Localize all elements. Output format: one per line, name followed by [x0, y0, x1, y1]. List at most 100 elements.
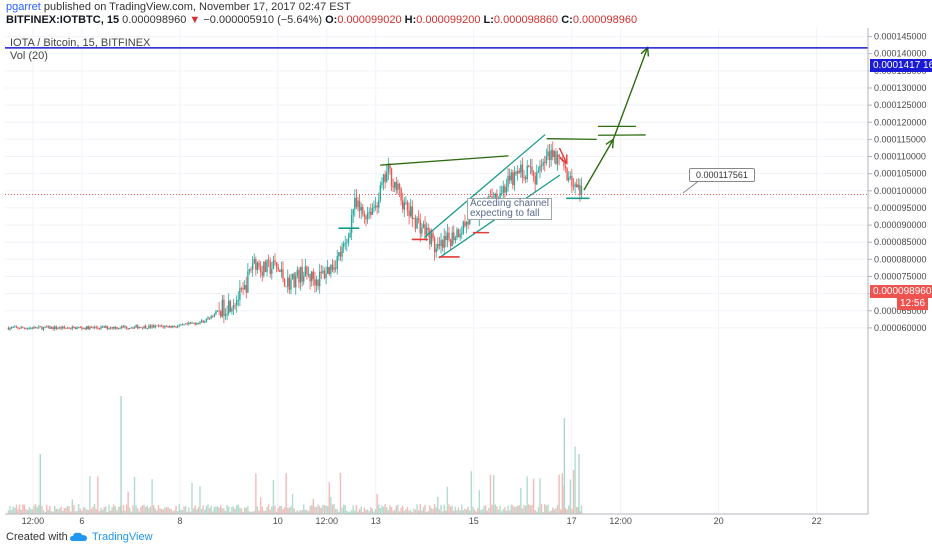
volume-bar	[140, 506, 142, 514]
volume-bar	[394, 509, 396, 514]
candle-body	[266, 260, 268, 273]
volume-bar	[242, 511, 244, 514]
candle-body	[192, 322, 195, 324]
volume-bar	[362, 511, 364, 514]
volume-bar	[325, 506, 327, 514]
candle-body	[58, 327, 61, 329]
candle-body	[299, 266, 302, 283]
volume-bar	[382, 506, 385, 514]
candle-body	[180, 324, 182, 326]
volume-bar	[472, 506, 474, 514]
volume-bar	[331, 504, 334, 514]
candle-body	[520, 164, 522, 173]
candle-body	[320, 271, 322, 273]
candle-body	[255, 259, 257, 270]
candle-body	[457, 229, 460, 238]
candle-body	[500, 192, 503, 194]
candle-body	[68, 327, 70, 329]
volume-bar	[532, 478, 535, 514]
candle-body	[167, 326, 169, 328]
candle-body	[453, 232, 455, 241]
volume-bar	[497, 509, 500, 514]
volume-bar	[117, 506, 120, 514]
volume-bar	[200, 508, 203, 514]
volume-bar	[157, 505, 160, 514]
volume-bar	[314, 507, 316, 514]
volume-bar	[100, 507, 102, 514]
candle-body	[555, 151, 557, 164]
candle-body	[556, 154, 559, 164]
volume-bar	[90, 508, 93, 514]
volume-bar	[23, 504, 26, 514]
candle-body	[379, 184, 382, 201]
volume-bar	[485, 505, 487, 514]
volume-bar	[338, 511, 340, 514]
volume-bar	[427, 510, 429, 514]
candle-body	[138, 327, 141, 329]
candle-body	[248, 269, 251, 272]
volume-bar	[228, 506, 230, 514]
volume-bar	[33, 505, 35, 514]
candle-body	[526, 165, 528, 180]
volume-bar	[97, 476, 99, 514]
volume-bar	[184, 506, 187, 514]
volume-bar	[376, 493, 378, 514]
volume-bar	[34, 504, 37, 514]
volume-bar	[358, 509, 361, 514]
candle-body	[318, 271, 321, 287]
candle-body	[378, 200, 380, 208]
candle-body	[290, 279, 292, 290]
volume-bar	[435, 507, 437, 514]
volume-bar	[440, 504, 442, 514]
volume-bar	[339, 472, 342, 514]
volume-bar	[79, 508, 81, 514]
volume-spike	[39, 454, 41, 514]
volume-bar	[512, 505, 514, 514]
volume-bar	[196, 509, 198, 514]
tradingview-logo[interactable]: TradingView	[70, 531, 153, 543]
high-value: 0.000099200	[416, 14, 481, 26]
volume-bar	[258, 510, 260, 514]
volume-bar	[93, 504, 96, 514]
volume-bar	[180, 509, 182, 514]
volume-bar	[280, 506, 283, 514]
candle-body	[200, 320, 203, 322]
volume-bar	[577, 507, 579, 514]
volume-bar	[326, 506, 329, 514]
price-tick-label: 0.000095000	[874, 203, 927, 213]
candle-body	[243, 285, 246, 290]
volume-bar	[218, 507, 220, 514]
chart-header: pgarret published on TradingView.com, No…	[0, 0, 932, 28]
volume-bar	[81, 510, 83, 514]
volume-spike	[578, 454, 580, 514]
candle-body	[370, 211, 372, 215]
candle-body	[330, 264, 332, 275]
price-chart[interactable]: 0.0001450000.0001400000.0001350000.00013…	[0, 28, 932, 528]
candle-body	[82, 327, 85, 329]
volume-bar	[510, 504, 512, 514]
price-tick-label: 0.000080000	[874, 254, 927, 264]
volume-bar	[129, 507, 131, 514]
candle-body	[264, 261, 267, 273]
volume-bar	[422, 507, 425, 514]
candle-body	[226, 313, 228, 315]
volume-bar	[425, 511, 428, 514]
candle-body	[413, 218, 415, 219]
volume-bar	[411, 511, 413, 514]
candle-body	[30, 327, 32, 329]
candle-body	[259, 266, 262, 272]
candle-body	[196, 323, 198, 325]
candle-body	[580, 185, 583, 195]
author-link[interactable]: pgarret	[6, 1, 41, 13]
candle-body	[521, 164, 524, 178]
volume-bar	[127, 491, 129, 514]
candle-body	[499, 193, 501, 201]
volume-bar	[178, 504, 180, 514]
candle-body	[451, 232, 453, 247]
volume-bar	[528, 504, 530, 514]
candle-body	[552, 149, 554, 158]
candle-body	[384, 174, 386, 182]
candle-body	[172, 325, 174, 328]
candle-body	[395, 181, 398, 190]
volume-bar	[138, 511, 141, 514]
